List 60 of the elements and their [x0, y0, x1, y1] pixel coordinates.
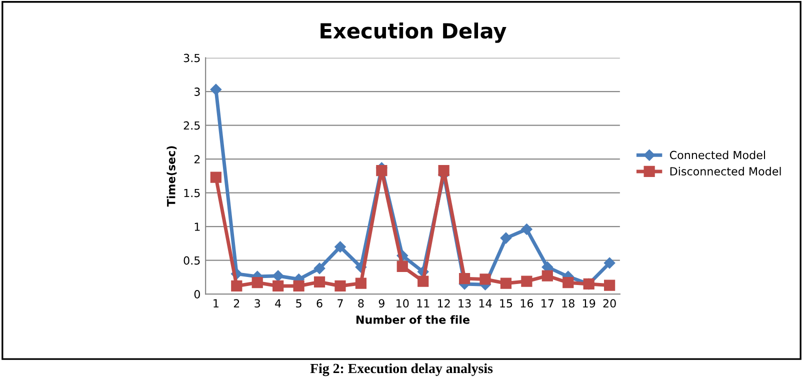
point — [314, 276, 326, 288]
point — [293, 280, 304, 292]
y-tick-label: 1.5 — [184, 188, 200, 198]
x-tick-label: 7 — [338, 299, 343, 308]
point — [314, 262, 326, 274]
point — [272, 280, 284, 292]
x-tick-label: 16 — [520, 299, 534, 308]
legend-label: Disconnected Model — [670, 166, 781, 176]
point — [438, 165, 450, 176]
point — [334, 241, 346, 252]
point — [396, 260, 408, 272]
x-tick-label: 17 — [542, 299, 554, 308]
y-tick-label: 3 — [194, 88, 200, 96]
x-tick-label: 19 — [582, 299, 596, 308]
point — [604, 257, 616, 269]
point — [210, 84, 222, 96]
point — [355, 278, 367, 289]
x-tick-label: 9 — [378, 299, 384, 308]
point — [604, 280, 616, 291]
x-tick-label: 13 — [458, 299, 471, 308]
point — [521, 224, 532, 235]
x-tick-label: 3 — [254, 299, 260, 308]
x-tick-label: 10 — [396, 299, 409, 308]
point — [562, 277, 574, 288]
x-tick-label: 5 — [296, 299, 302, 308]
point — [252, 277, 263, 288]
y-axis-title: Time(sec) — [166, 146, 177, 207]
x-tick-label: 11 — [417, 299, 430, 308]
x-tick-label: 6 — [316, 299, 322, 308]
x-tick-label: 2 — [234, 299, 240, 308]
x-tick-label: 1 — [214, 299, 218, 308]
point — [418, 276, 429, 287]
x-axis-title: Number of the file — [356, 315, 470, 324]
point — [458, 273, 470, 284]
point — [521, 276, 532, 287]
y-tick-label: 0 — [194, 290, 200, 298]
x-tick-label: 20 — [603, 299, 616, 308]
x-tick-label: 4 — [275, 299, 281, 308]
x-tick-label: 14 — [479, 299, 492, 308]
point — [334, 280, 346, 292]
x-tick-label: 18 — [562, 299, 574, 308]
legend-label: Connected Model — [670, 150, 765, 160]
point — [231, 280, 242, 292]
y-tick-label: 1 — [194, 222, 200, 231]
chart-title: Execution Delay — [320, 22, 506, 43]
point — [210, 172, 222, 183]
x-tick-label: 8 — [358, 299, 364, 308]
y-tick-label: 2.5 — [184, 121, 200, 130]
point — [376, 165, 388, 176]
point — [480, 274, 491, 285]
y-tick-label: 3.5 — [184, 54, 200, 62]
y-tick-label: 0.5 — [184, 256, 200, 265]
point — [542, 270, 553, 282]
x-tick-label: 12 — [438, 299, 450, 308]
caption: Fig 2: Execution delay analysis — [310, 363, 493, 376]
point — [272, 270, 284, 282]
x-tick-label: 15 — [500, 299, 512, 308]
y-tick-label: 2 — [194, 155, 200, 164]
point — [500, 278, 512, 289]
point — [500, 232, 512, 244]
